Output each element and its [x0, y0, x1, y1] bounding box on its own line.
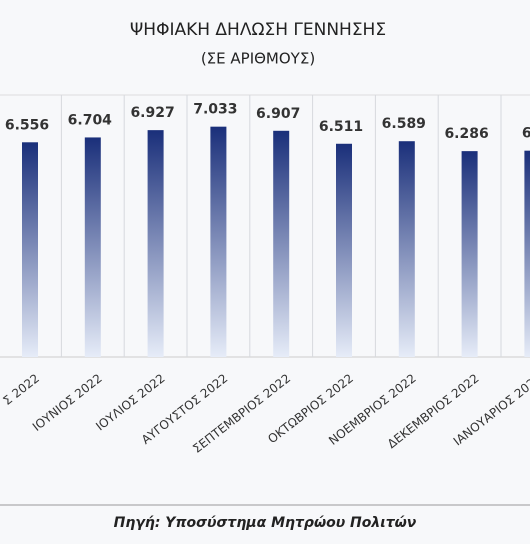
value-label: 6.: [522, 126, 530, 142]
bar: [273, 130, 290, 357]
value-label: 6.286: [444, 126, 488, 142]
chart-title: ΨΗΦΙΑΚΗ ΔΗΛΩΣΗ ΓΕΝΝΗΣΗΣ: [130, 20, 386, 40]
bar: [84, 137, 101, 357]
bar: [461, 151, 478, 357]
value-label: 6.511: [319, 119, 363, 135]
bar: [210, 126, 227, 357]
value-label: 6.704: [68, 112, 113, 128]
value-label: 7.033: [193, 102, 237, 118]
value-label: 6.927: [130, 105, 174, 121]
bar: [524, 150, 530, 357]
source: Πηγή: Υποσύστημα Μητρώου Πολιτών: [114, 515, 417, 531]
value-label: 6.589: [382, 116, 426, 132]
chart-subtitle: (ΣΕ ΑΡΙΘΜΟΥΣ): [201, 50, 315, 68]
bar: [22, 142, 38, 357]
bar: [336, 143, 352, 357]
bar: [147, 130, 164, 357]
value-label: 6.907: [256, 106, 300, 122]
value-label: 6.556: [5, 117, 49, 133]
bar: [398, 141, 415, 357]
